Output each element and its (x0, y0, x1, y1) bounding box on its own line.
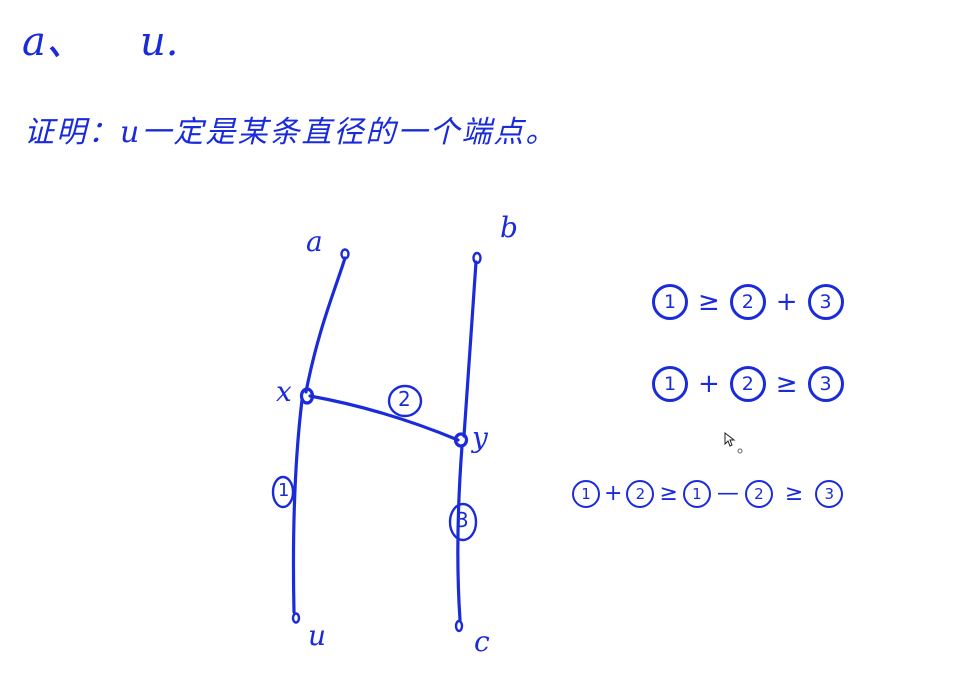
minus-symbol: — (716, 481, 739, 506)
circled-2: 2 (729, 366, 766, 402)
top-label-u: u. (140, 19, 179, 65)
node-label-a: a (306, 225, 323, 258)
plus-symbol: + (698, 369, 720, 399)
node-y-dot (453, 432, 469, 448)
node-a-dot (340, 248, 350, 260)
node-label-b: b (500, 211, 518, 244)
plus-symbol: + (775, 287, 798, 317)
edge-weight-2-circle (387, 384, 423, 418)
node-b-dot (472, 251, 482, 265)
circled-1: 1 (652, 366, 688, 402)
node-c-dot (454, 619, 464, 633)
geq-symbol: ≥ (784, 481, 804, 506)
geq-symbol: ≥ (698, 287, 720, 317)
node-label-c: c (474, 625, 490, 658)
inequality-line-3: 1 +2 ≥1—2 ≥3 (570, 480, 845, 508)
plus-symbol: + (604, 481, 623, 506)
node-label-u: u (308, 619, 327, 652)
mouse-cursor-icon (724, 432, 736, 447)
node-label-x: x (276, 375, 292, 408)
cursor-target-dot-icon (737, 448, 743, 454)
edge-weight-1: 1 (278, 480, 290, 501)
claim-text: 证明：u一定是某条直径的一个端点。 (24, 115, 558, 150)
circled-1: 1 (652, 284, 688, 320)
circled-3: 3 (807, 284, 844, 320)
circled-3: 3 (807, 366, 844, 402)
node-u-dot (291, 612, 301, 624)
edge-b-y (462, 260, 478, 438)
edge-weight-3-circle (448, 502, 478, 542)
circled-3: 3 (815, 480, 844, 508)
geq-symbol: ≥ (775, 369, 798, 399)
inequality-line-2: 1 +2 ≥3 (650, 366, 846, 402)
circled-2: 2 (744, 480, 773, 508)
circled-1: 1 (572, 480, 600, 508)
circled-1: 1 (682, 480, 711, 508)
edge-x-y (308, 394, 460, 442)
edge-a-x (304, 256, 347, 394)
edge-weight-2: 2 (398, 387, 411, 411)
inequality-line-1: 1 ≥2 +3 (650, 284, 846, 320)
edge-weight-1-circle (271, 475, 295, 509)
edge-x-u (291, 398, 304, 614)
top-label-a: a、 (22, 19, 86, 65)
geq-symbol: ≥ (659, 481, 678, 506)
node-x-dot (299, 387, 315, 405)
edge-weight-3: 3 (456, 508, 469, 532)
node-label-y: y (472, 421, 488, 454)
circled-2: 2 (626, 480, 655, 508)
circled-2: 2 (729, 284, 766, 320)
edge-y-c (456, 444, 464, 622)
